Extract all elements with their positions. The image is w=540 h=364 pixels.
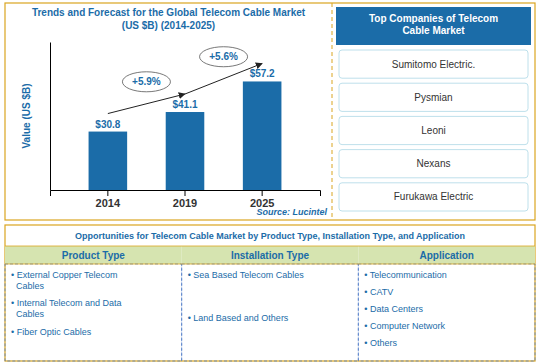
annotation: +5.6% — [209, 51, 238, 62]
rule — [5, 246, 535, 247]
company: Leoni — [421, 125, 445, 136]
company-box — [339, 116, 528, 144]
opportunity-item-line: • Fiber Optic Cables — [11, 327, 92, 337]
content-cell — [182, 264, 359, 361]
column-header: Product Type — [62, 250, 126, 261]
opportunity-item-line: Cables — [11, 309, 45, 319]
company: Sumitomo Electric. — [392, 59, 475, 70]
x-axis: 2014 2019 2025 — [51, 190, 321, 209]
companies-title-box — [336, 7, 531, 45]
bar — [89, 132, 128, 190]
opportunity-item: • Others — [364, 338, 397, 348]
bottom-frame — [5, 225, 535, 361]
bar — [243, 81, 282, 190]
company: Furukawa Electric — [394, 191, 473, 202]
opportunity-item-line: • Internal Telecom and Data — [11, 298, 122, 308]
x-tick: 2014 — [96, 190, 121, 209]
opportunity-item-line: • External Copper Telecom — [11, 270, 118, 280]
bar-chart: Trends and Forecast for the Global Telec… — [21, 7, 327, 217]
bar — [166, 112, 205, 190]
company-box — [339, 183, 528, 211]
header-cell — [182, 246, 359, 264]
company-box — [339, 150, 528, 178]
x-tick-mark — [107, 190, 108, 196]
bars — [89, 81, 282, 190]
annotation-ellipse — [122, 72, 170, 92]
companies-title-line: Cable Market — [402, 25, 465, 36]
company-box — [339, 83, 528, 111]
opportunity-item: • Data Centers — [364, 304, 423, 314]
opportunity-item: • Land Based and Others — [188, 313, 289, 323]
opportunities: Opportunities for Telecom Cable Market b… — [5, 225, 535, 361]
opportunity-item: • Sea Based Telecom Cables — [188, 270, 305, 280]
title: Trends and Forecast for the Global Telec… — [32, 7, 306, 18]
opportunity-item: • Computer Network — [364, 321, 445, 331]
section-divider — [332, 3, 333, 220]
top-companies: Top Companies of TelecomCable Market Sumi… — [336, 7, 531, 211]
opportunity-item-line: • Sea Based Telecom Cables — [188, 270, 305, 280]
subtitle: (US $B) (2014-2025) — [122, 20, 215, 31]
x-axis-line — [51, 191, 321, 197]
header-cell — [358, 246, 535, 264]
content-cell — [358, 264, 535, 361]
opportunity-item: • Telecommunication — [364, 270, 447, 280]
growth-arrow — [185, 63, 262, 94]
content-cell — [5, 264, 182, 361]
canvas: Trends and Forecast for the Global Telec… — [0, 0, 540, 364]
growth-arrow — [108, 94, 185, 114]
x-tick: 2019 — [173, 190, 197, 209]
header-cell — [5, 246, 182, 264]
data-label: $30.8 — [95, 119, 120, 130]
opportunity-item-line: • Land Based and Others — [188, 313, 289, 323]
opportunity-item: • Internal Telecom and Data Cables — [11, 298, 122, 319]
x-tick-mark — [185, 190, 186, 196]
annotation-ellipse — [200, 47, 248, 67]
opportunity-item-line: • CATV — [364, 287, 393, 297]
opportunity-item: • Fiber Optic Cables — [11, 327, 92, 337]
column-header: Installation Type — [231, 250, 310, 261]
y-axis-line — [50, 43, 51, 191]
opportunity-item-line: Cables — [11, 281, 45, 291]
x-tick-label: 2014 — [96, 197, 121, 209]
annotation: +5.9% — [132, 76, 161, 87]
top-frame — [5, 3, 535, 220]
x-tick-mark — [262, 190, 263, 196]
company-box — [339, 50, 528, 78]
opportunity-item-line: • Telecommunication — [364, 270, 447, 280]
opportunity-item: • CATV — [364, 287, 393, 297]
y-axis — [50, 43, 51, 191]
opportunity-item-line: • Computer Network — [364, 321, 445, 331]
opportunity-item: • External Copper Telecom Cables — [11, 270, 118, 291]
company: Pysmian — [414, 92, 452, 103]
opportunity-item-line: • Others — [364, 338, 397, 348]
companies-title: Top Companies of TelecomCable Market — [369, 13, 498, 36]
opportunity-item-line: • Data Centers — [364, 304, 423, 314]
opportunities-title: Opportunities for Telecom Cable Market b… — [75, 231, 465, 241]
x-tick: 2025 — [250, 190, 274, 209]
company: Nexans — [417, 158, 451, 169]
data-label: $41.1 — [172, 99, 197, 110]
companies-title-line: Top Companies of Telecom — [369, 13, 498, 24]
y-axis-title: Value (US $B) — [21, 83, 32, 148]
data-label: $57.2 — [250, 68, 275, 79]
source: Source: Lucintel — [256, 207, 327, 217]
x-tick-label: 2019 — [173, 197, 197, 209]
column-header: Application — [419, 250, 473, 261]
rule — [5, 264, 535, 265]
